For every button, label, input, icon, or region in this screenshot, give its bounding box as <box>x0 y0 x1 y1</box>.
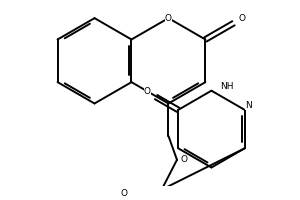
Text: O: O <box>144 87 151 96</box>
Text: NH: NH <box>220 82 233 91</box>
Text: O: O <box>121 189 128 198</box>
Text: O: O <box>239 14 246 23</box>
Text: O: O <box>165 14 172 23</box>
Text: N: N <box>245 101 251 110</box>
Text: O: O <box>180 155 188 164</box>
